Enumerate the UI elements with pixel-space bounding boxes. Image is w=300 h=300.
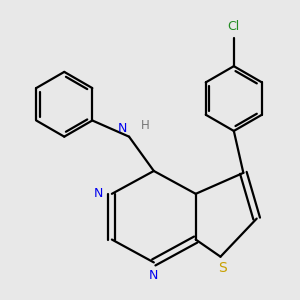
Text: S: S	[218, 261, 227, 275]
Text: H: H	[140, 119, 149, 132]
Text: N: N	[118, 122, 127, 135]
Text: N: N	[94, 187, 104, 200]
Text: N: N	[149, 269, 158, 282]
Text: Cl: Cl	[228, 20, 240, 33]
